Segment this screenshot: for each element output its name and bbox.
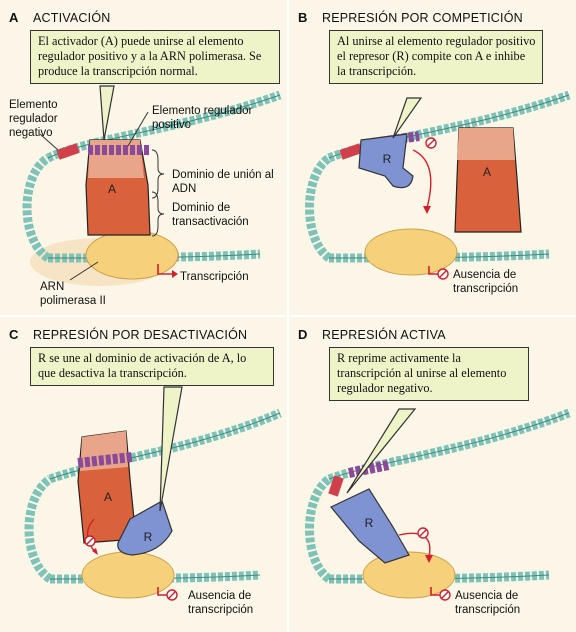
- panel-title: ACTIVACIÓN: [33, 11, 110, 25]
- rna-polymerase: [365, 229, 457, 275]
- callout-pointer: [100, 86, 114, 140]
- bracket: [152, 150, 164, 198]
- no-transcription-label: Ausencia de transcripción: [455, 589, 571, 617]
- callout: Al unirse al elemento regulador positivo…: [329, 30, 543, 84]
- callout: El activador (A) puede unirse al element…: [30, 30, 280, 84]
- panel-c: A R C REPRESIÓN POR DESACTIVACIÓN R se u…: [0, 317, 287, 632]
- arrow-head: [423, 206, 431, 214]
- callout: R reprime activamente la transcripción a…: [329, 347, 529, 401]
- dna-strand: [310, 158, 330, 258]
- rna-polymerase: [82, 552, 174, 598]
- transcription-label: Transcripción: [180, 270, 249, 284]
- negative-element: [58, 148, 78, 155]
- rna-polymerase: [86, 231, 178, 279]
- no-transcription-label: Ausencia de transcripción: [188, 589, 284, 617]
- rna-pol-label: ARN polimerasa II: [40, 280, 120, 308]
- panel-letter: B: [298, 10, 307, 25]
- bracket: [152, 192, 164, 236]
- panel-title: REPRESIÓN POR COMPETICIÓN: [322, 11, 523, 25]
- callout: R se une al dominio de activación de A, …: [30, 347, 274, 386]
- callout-pointer: [347, 409, 415, 493]
- negative-element: [341, 148, 361, 155]
- panel-letter: D: [298, 327, 307, 342]
- blocked-arrow: [413, 150, 431, 208]
- no-transcription-label: Ausencia de transcripción: [453, 268, 571, 296]
- callout-pointer: [160, 387, 182, 511]
- panel-d: R D REPRESIÓN ACTIVA R reprime activamen…: [289, 317, 576, 632]
- panel-title: REPRESIÓN POR DESACTIVACIÓN: [33, 328, 247, 342]
- dna-strand: [27, 158, 48, 258]
- activator-label: A: [483, 165, 491, 179]
- activator-binding-domain: [457, 128, 515, 160]
- panel-title: REPRESIÓN ACTIVA: [322, 328, 446, 342]
- dna-binding-domain-label: Dominio de unión al ADN: [172, 168, 282, 196]
- repressor-label: R: [383, 152, 392, 166]
- positive-element-label: Elemento regulador positivo: [152, 104, 262, 132]
- panel-a: A A ACTIVACIÓN El activador (A) puede un…: [0, 0, 287, 315]
- panel-letter: C: [9, 327, 18, 342]
- arrow-head: [172, 270, 178, 278]
- negative-element: [333, 477, 339, 495]
- panel-b: R A B REPRESIÓN POR COMPETICIÓN Al unirs…: [289, 0, 576, 315]
- negative-element-label: Elemento regulador negativo: [9, 98, 89, 140]
- activator-label: A: [104, 490, 112, 504]
- repressor-label: R: [365, 516, 374, 530]
- dna-strand: [310, 479, 330, 579]
- transactivation-domain-label: Dominio de transactivación: [172, 201, 282, 229]
- repressor-label: R: [144, 530, 153, 544]
- dna-strand: [29, 479, 50, 579]
- activator-label: A: [108, 182, 116, 196]
- panel-letter: A: [9, 10, 18, 25]
